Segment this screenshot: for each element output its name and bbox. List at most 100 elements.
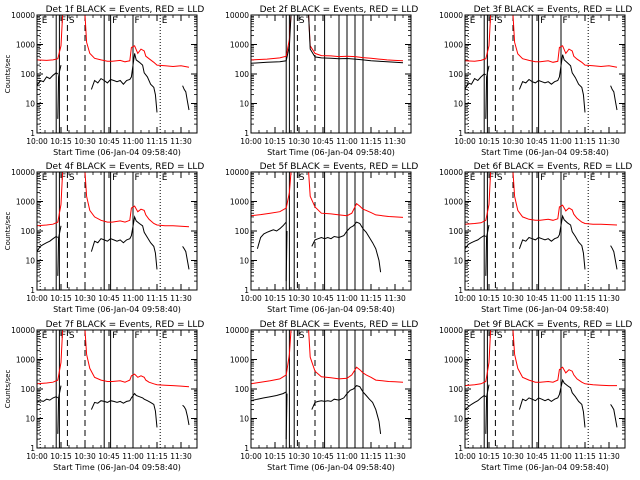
events-series-line <box>251 391 287 402</box>
chart-panel-8: Det 8f BLACK = Events, RED = LLD Start Ti… <box>225 320 418 472</box>
x-tick-label: 11:30 <box>170 294 192 303</box>
events-series-line <box>256 221 287 249</box>
x-tick-label: 10:30 <box>288 137 310 146</box>
events-series-line <box>285 393 288 440</box>
events-series-line <box>485 384 490 434</box>
x-axis-label: Start Time (06-Jan-04 09:58:40) <box>481 463 609 472</box>
lld-series-line <box>84 172 190 228</box>
x-tick-label: 11:30 <box>170 452 192 461</box>
y-tick-label: 10000 <box>225 168 249 177</box>
y-tick-label: 100 <box>449 70 464 79</box>
plot-frame <box>250 171 412 291</box>
y-tick-label: 1000 <box>444 41 463 50</box>
events-series-line <box>308 15 404 64</box>
y-tick-label: 1 <box>458 286 463 295</box>
y-tick-label: 10000 <box>225 326 249 335</box>
x-tick-label: 11:30 <box>384 452 406 461</box>
lld-series-line <box>251 172 292 217</box>
event-marker-label: F <box>61 16 66 26</box>
event-marker-label: F <box>112 331 117 341</box>
chart-title: Det 6f BLACK = Events, RED = LLD <box>474 162 633 172</box>
lld-series-line <box>37 15 64 61</box>
event-marker-label: F <box>135 331 140 341</box>
chart-panel-6: Det 6f BLACK = Events, RED = LLD Start Ti… <box>439 162 632 314</box>
event-marker-label: F <box>489 331 494 341</box>
event-marker-label: F <box>489 173 494 183</box>
x-tick-label: 10:45 <box>312 452 334 461</box>
y-tick-label: 10 <box>453 415 463 424</box>
events-series-line <box>57 385 62 434</box>
x-tick-label: 10:15 <box>478 452 500 461</box>
events-series-line <box>465 235 487 250</box>
chart-title: Det 7f BLACK = Events, RED = LLD <box>46 320 205 330</box>
lld-series-line <box>308 15 404 62</box>
x-tick-label: 10:45 <box>98 137 120 146</box>
lld-series-line <box>84 15 190 68</box>
events-series-line <box>485 224 490 276</box>
series-group <box>37 15 190 119</box>
plot-frame <box>464 329 626 449</box>
events-series-line <box>518 54 586 113</box>
events-series-line <box>285 230 288 282</box>
events-series-line <box>311 385 382 434</box>
chart-panel-2: Det 2f BLACK = Events, RED = LLD Start Ti… <box>225 5 418 157</box>
y-tick-label: 1000 <box>230 41 249 50</box>
x-tick-label: 11:30 <box>598 452 620 461</box>
y-tick-label: 1 <box>244 444 249 453</box>
series-group <box>251 15 404 64</box>
x-tick-label: 10:15 <box>264 452 286 461</box>
y-tick-label: 1 <box>30 286 35 295</box>
x-tick-label: 11:15 <box>146 137 168 146</box>
events-series-line <box>518 214 586 270</box>
x-tick-label: 10:30 <box>288 294 310 303</box>
y-tick-label: 10 <box>239 415 249 424</box>
x-tick-label: 10:45 <box>98 294 120 303</box>
event-marker-label: F <box>135 16 140 26</box>
event-marker-label: S <box>69 173 75 183</box>
x-tick-label: 10:30 <box>502 294 524 303</box>
event-marker-label: F <box>112 16 117 26</box>
events-series-line <box>465 73 487 90</box>
events-series-line <box>610 404 618 428</box>
event-marker-label: E <box>42 331 48 341</box>
chart-panel-1: Det 1f BLACK = Events, RED = LLD Counts/s… <box>4 5 204 157</box>
y-tick-label: 100 <box>235 70 250 79</box>
y-tick-label: 1 <box>458 444 463 453</box>
events-series-line <box>311 221 382 273</box>
events-series-line <box>610 85 618 111</box>
x-tick-label: 10:00 <box>240 137 262 146</box>
x-tick-label: 10:15 <box>50 452 72 461</box>
lld-series-line <box>465 172 492 225</box>
y-tick-label: 10 <box>453 100 463 109</box>
events-series-line <box>37 396 59 403</box>
y-tick-label: 10 <box>25 257 35 266</box>
event-marker-label: E <box>42 16 48 26</box>
x-axis-label: Start Time (06-Jan-04 09:58:40) <box>267 463 395 472</box>
y-tick-label: 10 <box>453 257 463 266</box>
x-tick-label: 11:00 <box>336 294 358 303</box>
plot-frame <box>250 329 412 449</box>
x-tick-label: 10:15 <box>50 294 72 303</box>
x-tick-label: 10:45 <box>98 452 120 461</box>
y-tick-label: 10000 <box>225 11 249 20</box>
x-tick-label: 10:30 <box>74 452 96 461</box>
event-marker-label: E <box>162 331 168 341</box>
y-axis-label: Counts/sec <box>4 55 12 94</box>
lld-series-line <box>465 15 492 62</box>
lld-series-line <box>37 330 64 385</box>
y-tick-label: 100 <box>449 227 464 236</box>
lld-series-line <box>465 330 492 387</box>
chart-title: Det 1f BLACK = Events, RED = LLD <box>46 5 205 15</box>
x-tick-label: 11:15 <box>146 452 168 461</box>
y-tick-label: 1000 <box>444 356 463 365</box>
events-series-line <box>182 246 190 270</box>
x-tick-label: 11:00 <box>122 294 144 303</box>
y-tick-label: 1000 <box>16 198 35 207</box>
event-marker-label: E <box>470 173 476 183</box>
series-group <box>251 172 404 282</box>
y-tick-label: 10 <box>25 100 35 109</box>
y-tick-label: 100 <box>235 385 250 394</box>
event-marker-label: S <box>69 16 75 26</box>
x-tick-label: 11:00 <box>336 452 358 461</box>
series-group <box>37 330 190 434</box>
